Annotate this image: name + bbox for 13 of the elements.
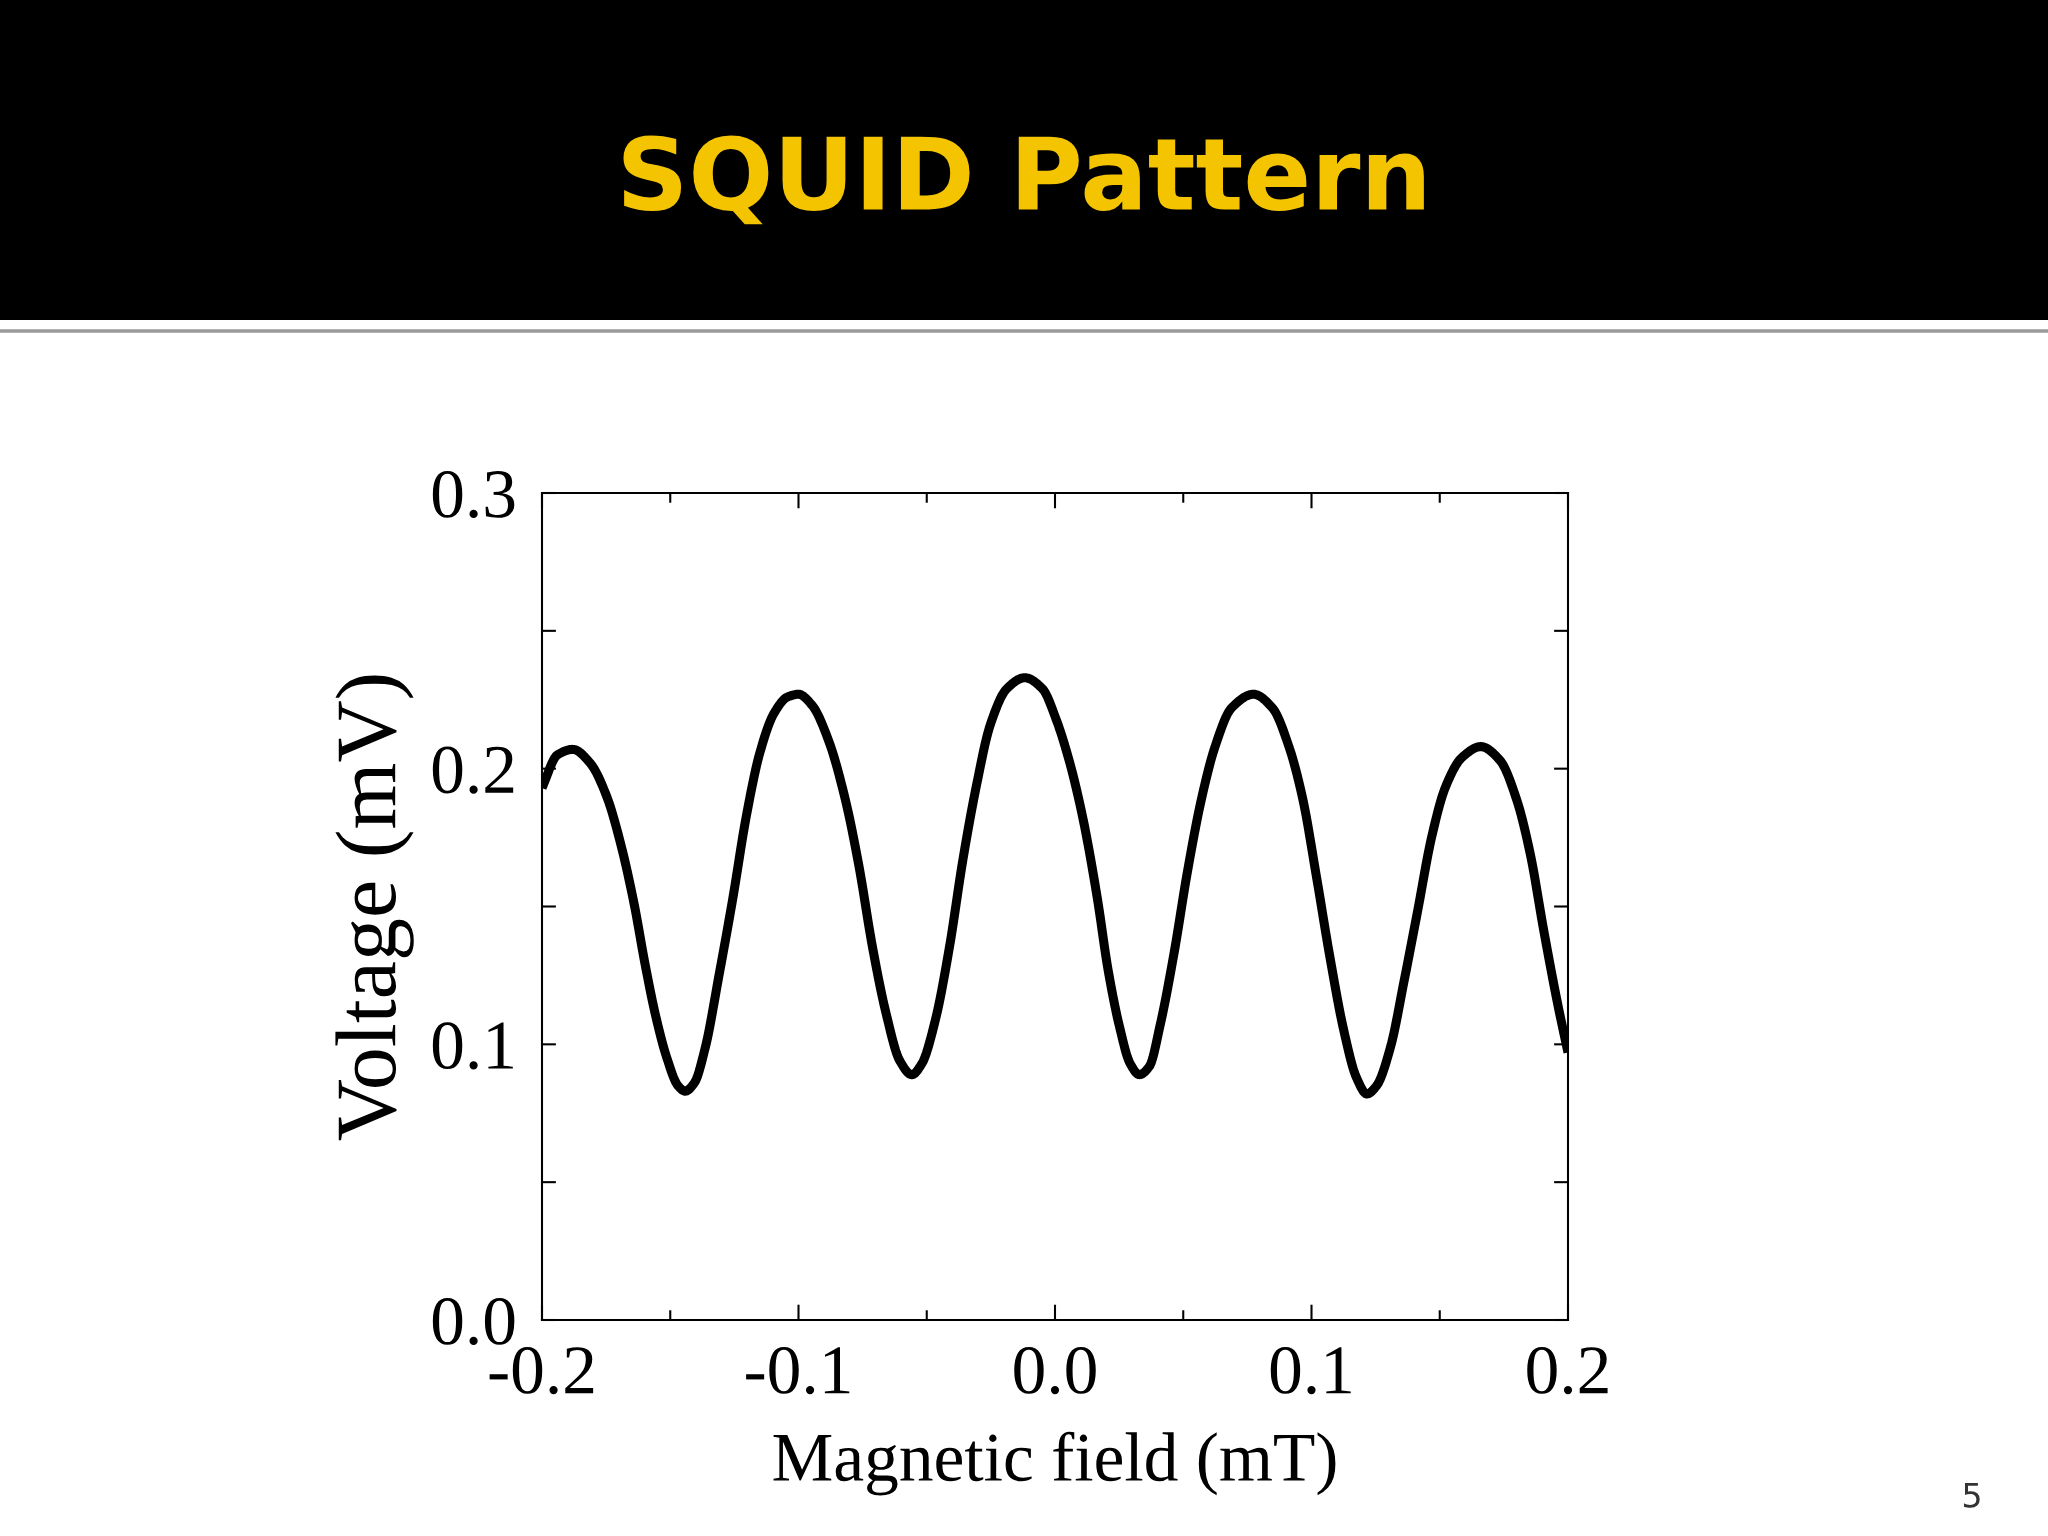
chart-title: SQUID Pattern [623,135,1424,225]
x-tick-label: -0.1 [746,1347,850,1395]
y-tick-label: 0.2 [432,746,514,794]
x-tick-label: 0.1 [1270,1347,1351,1395]
x-axis-title: Magnetic field (mT) [773,1431,1336,1496]
x-tick-label: -0.2 [489,1347,594,1395]
text: 5 [1963,1482,1980,1508]
y-tick-label: 0.1 [432,1022,513,1070]
y-axis-title: Voltage (mV) [335,675,414,1141]
y-tick-label: 0.3 [432,470,515,519]
x-tick-label: 0.2 [1527,1347,1608,1395]
y-tick-label: 0.0 [432,1297,515,1346]
x-tick-label: 0.0 [1014,1347,1096,1395]
